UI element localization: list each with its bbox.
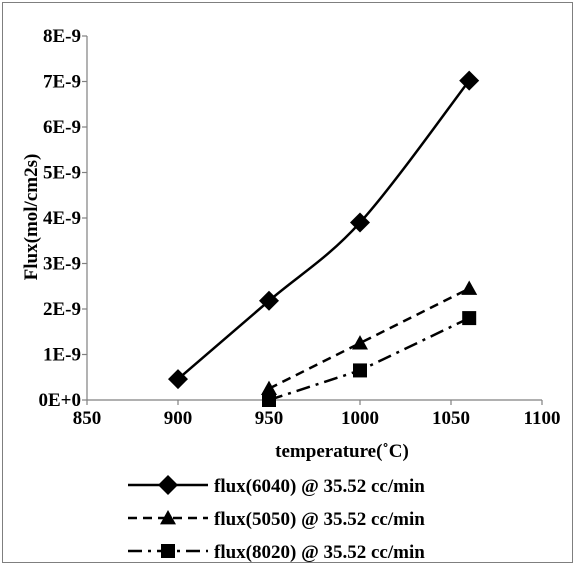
x-tick-label: 1100 [524, 408, 561, 429]
series-2 [261, 280, 478, 396]
series-3-square-marker [353, 363, 367, 378]
y-axis-label: Flux(mol/cm2s) [21, 154, 42, 281]
series-2-triangle-marker [261, 380, 277, 396]
chart-frame [2, 2, 573, 563]
x-tick-label: 900 [164, 408, 193, 429]
series-3-line [268, 316, 470, 402]
y-tick-labels: 0E+0 1E-9 2E-9 3E-9 4E-9 5E-9 6E-9 7E-9 8E-9 [39, 26, 82, 411]
series-1-line [177, 79, 471, 381]
y-tick-label: 6E-9 [43, 117, 81, 138]
legend-label: flux(5050) @ 35.52 cc/min [214, 509, 425, 530]
series-2-triangle-marker [352, 335, 368, 350]
legend-label: flux(8020) @ 35.52 cc/min [214, 542, 425, 563]
legend-entry-3: flux(8020) @ 35.52 cc/min [128, 542, 425, 563]
x-tick-label: 1000 [341, 408, 379, 429]
series-1-diamond-marker [350, 212, 370, 233]
series-3 [262, 311, 477, 407]
series-2-triangle-marker [461, 280, 478, 295]
series-3-square-marker [462, 311, 477, 326]
legend-3-square-marker [161, 544, 175, 558]
series-layer [168, 70, 480, 407]
legend-1-diamond-marker [158, 475, 178, 495]
series-1-diamond-marker [259, 290, 279, 311]
series-1-diamond-marker [459, 70, 480, 91]
x-axis-label: temperature(˚C) [275, 441, 409, 462]
legend-label: flux(6040) @ 35.52 cc/min [214, 476, 425, 497]
series-2-line [268, 287, 470, 390]
legend-entry-2: flux(5050) @ 35.52 cc/min [128, 509, 425, 530]
x-tick-label: 850 [73, 408, 102, 429]
legend-entry-1: flux(6040) @ 35.52 cc/min [128, 475, 425, 497]
legend: flux(6040) @ 35.52 cc/min flux(5050) @ 35… [128, 475, 425, 563]
series-1-diamond-marker [168, 369, 188, 390]
x-tick-label: 950 [255, 408, 284, 429]
y-tick-label: 3E-9 [43, 254, 81, 275]
axes [82, 35, 543, 405]
y-tick-label: 7E-9 [43, 72, 81, 93]
legend-2-triangle-marker [160, 510, 176, 525]
series-3-square-marker [262, 393, 276, 407]
y-tick-label: 8E-9 [43, 26, 81, 47]
series-1 [168, 70, 480, 390]
y-tick-label: 4E-9 [43, 208, 81, 229]
y-tick-label: 0E+0 [39, 390, 82, 411]
x-tick-label: 1050 [432, 408, 470, 429]
y-tick-label: 5E-9 [43, 163, 81, 184]
x-tick-labels: 850 900 950 1000 1050 1100 [73, 408, 561, 429]
y-tick-label: 2E-9 [43, 299, 81, 320]
y-tick-label: 1E-9 [43, 345, 81, 366]
